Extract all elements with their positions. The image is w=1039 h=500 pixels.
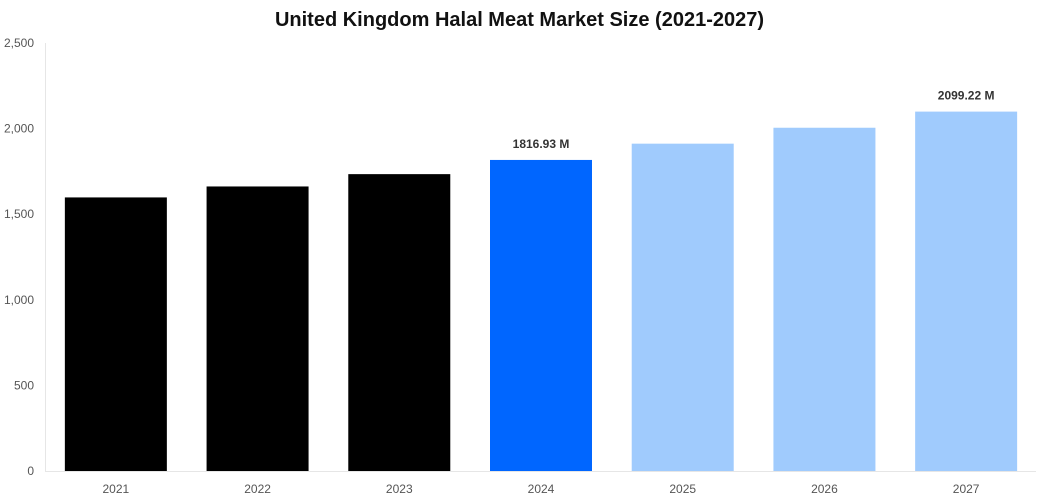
x-tick-label: 2021 (103, 482, 130, 496)
y-tick-label: 2,000 (4, 122, 34, 136)
chart-title: United Kingdom Halal Meat Market Size (2… (274, 9, 765, 31)
x-tick-labels: 2021 2022 2023 2024 2025 2026 2027 (103, 482, 980, 496)
data-label-2027: 2099.22 M (938, 89, 995, 103)
data-labels: 1816.93 M 2099.22 M (513, 89, 995, 151)
bar-2022 (206, 186, 309, 471)
x-tick-label: 2026 (811, 482, 838, 496)
bars (64, 111, 1018, 472)
x-tick-label: 2023 (386, 482, 413, 496)
bar-2027 (915, 111, 1018, 472)
y-tick-labels: 0 500 1,000 1,500 2,000 2,500 (4, 36, 34, 478)
y-tick-label: 1,000 (4, 293, 34, 307)
x-tick-label: 2022 (244, 482, 271, 496)
x-tick-label: 2027 (953, 482, 980, 496)
bar-2026 (773, 127, 876, 471)
data-label-2024: 1816.93 M (513, 137, 570, 151)
y-tick-label: 2,500 (4, 36, 34, 50)
x-tick-label: 2025 (669, 482, 696, 496)
bar-2025 (631, 143, 734, 472)
y-tick-label: 0 (27, 464, 34, 478)
bar-2023 (348, 174, 451, 471)
y-tick-label: 1,500 (4, 207, 34, 221)
bar-2024 (490, 159, 592, 471)
bar-2021 (64, 197, 167, 471)
y-tick-label: 500 (14, 378, 34, 392)
x-tick-label: 2024 (528, 482, 555, 496)
